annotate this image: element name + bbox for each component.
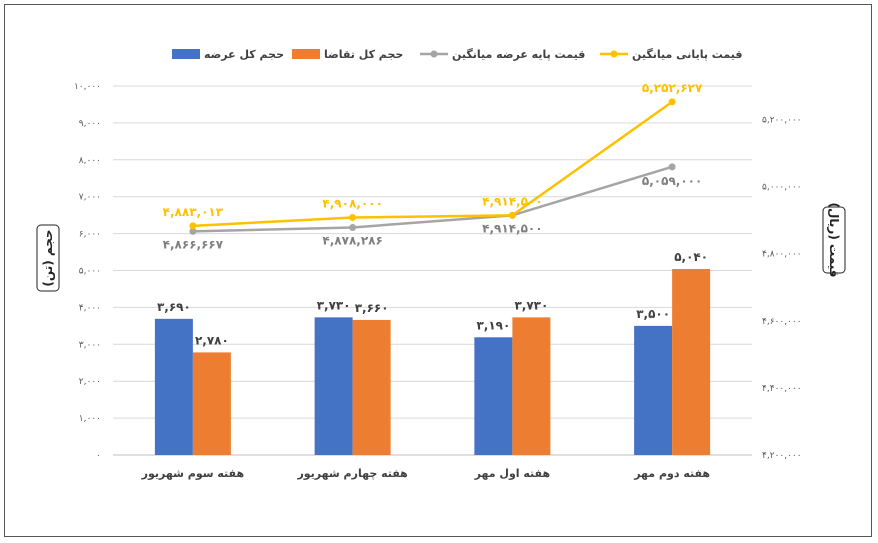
- legend-marker: [430, 50, 438, 58]
- y-left-axis-title-text: حجم (تن): [41, 229, 55, 286]
- bar: [512, 317, 551, 455]
- legend-label: قیمت پایانی میانگین: [632, 48, 743, 61]
- y-right-axis-title-box: [822, 206, 846, 274]
- y-right-tick-label: ۵,۰۰۰,۰۰۰: [762, 183, 802, 193]
- bar-value-label: ۳,۷۳۰: [514, 298, 548, 312]
- line-point: [508, 211, 516, 219]
- bar-value-label: ۳,۷۳۰: [317, 298, 351, 312]
- line-point: [668, 98, 676, 106]
- line-value-label: ۴,۹۱۴,۵۰۰: [482, 194, 542, 208]
- x-category-label: هفته دوم مهر: [633, 467, 710, 480]
- y-right-axis-title-text: قیمت (ریال): [827, 203, 841, 278]
- y-right-tick-label: ۴,۴۰۰,۰۰۰: [762, 384, 802, 394]
- y-left-tick-label: ۱,۰۰۰: [79, 414, 101, 424]
- bar-value-label: ۳,۱۹۰: [476, 318, 510, 332]
- y-right-tick-label: ۴,۲۰۰,۰۰۰: [762, 451, 802, 461]
- y-left-axis-title-box: [36, 224, 60, 292]
- legend-label: حجم کل تقاضا: [324, 48, 403, 61]
- line-value-label: ۵,۰۵۹,۰۰۰: [642, 174, 702, 188]
- y-left-tick-label: ۳,۰۰۰: [79, 340, 101, 350]
- series-line: [192, 165, 673, 233]
- legend-label: قیمت پایه عرضه میانگین: [452, 48, 585, 61]
- line-value-label: ۴,۹۰۸,۰۰۰: [322, 196, 382, 210]
- bar: [474, 337, 513, 455]
- bar: [314, 317, 353, 455]
- x-category-label: هفته چهارم شهریور: [296, 467, 407, 480]
- y-right-tick-label: ۵,۲۰۰,۰۰۰: [762, 116, 802, 126]
- bar: [672, 269, 711, 455]
- bar-value-label: ۳,۶۶۰: [355, 301, 389, 315]
- bar: [634, 325, 673, 455]
- line-point: [349, 223, 357, 231]
- bar: [192, 352, 231, 455]
- y-left-axis-title: حجم (تن): [36, 224, 60, 292]
- bar-value-label: ۳,۶۹۰: [157, 300, 191, 314]
- line-point: [189, 227, 197, 235]
- y-right-axis-title: قیمت (ریال): [822, 203, 846, 278]
- y-left-tick-label: ۲,۰۰۰: [79, 377, 101, 387]
- legend-label: حجم کل عرضه: [204, 48, 284, 61]
- bar: [352, 319, 391, 455]
- y-left-tick-label: ۹,۰۰۰: [79, 119, 101, 129]
- y-left-tick-label: ۱۰,۰۰۰: [74, 82, 101, 92]
- y-left-tick-label: ۸,۰۰۰: [79, 156, 101, 166]
- y-right-tick-label: ۴,۶۰۰,۰۰۰: [762, 317, 802, 327]
- bar-value-label: ۳,۵۰۰: [636, 307, 670, 321]
- x-category-label: هفته سوم شهریور: [141, 467, 244, 480]
- line-value-label: ۴,۸۸۳,۰۱۳: [163, 205, 224, 219]
- bar-value-label: ۵,۰۴۰: [674, 250, 708, 264]
- x-category-label: هفته اول مهر: [474, 467, 550, 480]
- legend-marker: [610, 50, 618, 58]
- line-value-label: ۵,۲۵۲,۶۲۷: [642, 81, 703, 95]
- bar: [154, 318, 193, 455]
- y-left-tick-label: ۶,۰۰۰: [79, 230, 101, 240]
- y-left-tick-label: ۵,۰۰۰: [79, 267, 101, 277]
- legend-swatch: [172, 49, 200, 59]
- line-value-label: ۴,۸۶۶,۶۶۷: [163, 237, 224, 251]
- line-point: [349, 213, 357, 221]
- line-value-label: ۴,۹۱۴,۵۰۰: [482, 221, 542, 235]
- line-value-label: ۴,۸۷۸,۲۸۶: [322, 233, 382, 247]
- legend-swatch: [292, 49, 320, 59]
- bar-value-label: ۲,۷۸۰: [195, 333, 229, 347]
- series-line: [192, 100, 673, 228]
- y-left-tick-label: ۴,۰۰۰: [79, 303, 101, 313]
- y-right-tick-label: ۴,۸۰۰,۰۰۰: [762, 250, 802, 260]
- line-point: [189, 222, 197, 230]
- y-left-tick-label: ۰: [96, 451, 101, 461]
- line-point: [668, 163, 676, 171]
- y-left-tick-label: ۷,۰۰۰: [79, 193, 101, 203]
